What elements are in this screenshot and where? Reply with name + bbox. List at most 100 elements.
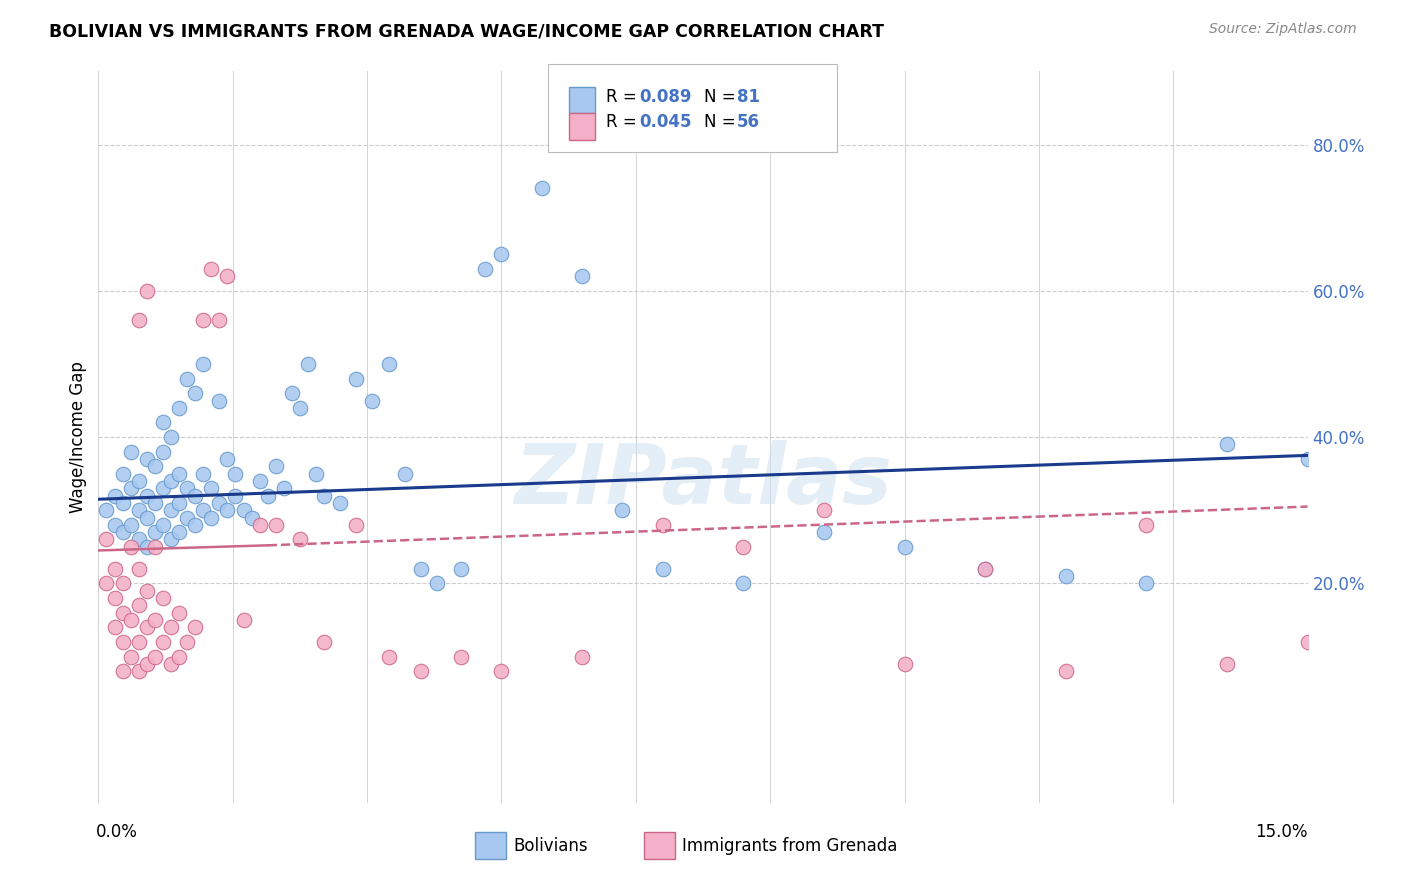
Text: ZIPatlas: ZIPatlas	[515, 441, 891, 522]
Text: N =: N =	[704, 113, 741, 131]
Point	[288, 533, 311, 547]
Point	[612, 503, 634, 517]
Point	[120, 540, 142, 554]
Point	[135, 620, 157, 634]
Point	[377, 649, 399, 664]
Point	[1296, 635, 1319, 649]
Point	[111, 635, 134, 649]
Point	[176, 510, 198, 524]
Point	[305, 467, 328, 481]
Point	[474, 261, 496, 276]
Point	[103, 517, 125, 532]
Point	[160, 657, 183, 671]
Point	[152, 517, 174, 532]
Text: R =: R =	[606, 88, 643, 106]
Point	[111, 606, 134, 620]
Point	[128, 562, 150, 576]
Point	[128, 635, 150, 649]
Point	[120, 613, 142, 627]
Point	[111, 496, 134, 510]
Point	[651, 562, 673, 576]
Point	[450, 562, 472, 576]
Text: Source: ZipAtlas.com: Source: ZipAtlas.com	[1209, 22, 1357, 37]
Point	[184, 489, 207, 503]
Point	[217, 269, 239, 284]
Point	[264, 517, 287, 532]
Point	[103, 562, 125, 576]
Point	[491, 247, 513, 261]
Point	[176, 371, 198, 385]
Point	[120, 481, 142, 495]
Point	[167, 649, 190, 664]
Point	[1135, 576, 1157, 591]
Point	[160, 533, 183, 547]
Point	[361, 393, 384, 408]
Point	[184, 386, 207, 401]
Point	[409, 664, 432, 678]
Point	[152, 591, 174, 605]
Point	[651, 517, 673, 532]
Point	[111, 467, 134, 481]
Point	[377, 357, 399, 371]
Point	[344, 517, 367, 532]
Text: BOLIVIAN VS IMMIGRANTS FROM GRENADA WAGE/INCOME GAP CORRELATION CHART: BOLIVIAN VS IMMIGRANTS FROM GRENADA WAGE…	[49, 22, 884, 40]
Point	[426, 576, 449, 591]
Point	[491, 664, 513, 678]
Point	[217, 452, 239, 467]
Point	[249, 474, 271, 488]
Point	[160, 620, 183, 634]
Point	[1054, 664, 1077, 678]
Point	[143, 525, 166, 540]
Point	[394, 467, 416, 481]
Point	[184, 517, 207, 532]
Text: 0.045: 0.045	[640, 113, 692, 131]
Point	[249, 517, 271, 532]
Point	[96, 576, 118, 591]
Point	[224, 489, 246, 503]
Point	[232, 503, 254, 517]
Point	[135, 452, 157, 467]
Point	[329, 496, 352, 510]
Point	[167, 525, 190, 540]
Point	[193, 467, 215, 481]
Point	[167, 606, 190, 620]
Point	[120, 517, 142, 532]
Point	[344, 371, 367, 385]
Text: N =: N =	[704, 88, 741, 106]
Point	[733, 576, 755, 591]
Point	[193, 313, 215, 327]
Point	[135, 284, 157, 298]
Point	[409, 562, 432, 576]
Point	[152, 481, 174, 495]
Point	[450, 649, 472, 664]
Point	[135, 583, 157, 598]
Point	[193, 357, 215, 371]
Text: 81: 81	[737, 88, 759, 106]
Point	[103, 489, 125, 503]
Point	[193, 503, 215, 517]
Point	[184, 620, 207, 634]
Point	[974, 562, 997, 576]
Point	[120, 649, 142, 664]
Point	[111, 664, 134, 678]
Point	[264, 459, 287, 474]
Point	[152, 635, 174, 649]
Point	[103, 591, 125, 605]
Point	[893, 540, 915, 554]
Point	[160, 474, 183, 488]
Text: 0.0%: 0.0%	[96, 822, 138, 840]
Text: 15.0%: 15.0%	[1256, 822, 1308, 840]
Text: 56: 56	[737, 113, 759, 131]
Point	[128, 533, 150, 547]
Point	[571, 269, 593, 284]
Point	[200, 481, 222, 495]
Point	[208, 393, 231, 408]
Point	[135, 657, 157, 671]
Point	[974, 562, 997, 576]
Y-axis label: Wage/Income Gap: Wage/Income Gap	[69, 361, 87, 513]
Point	[224, 467, 246, 481]
Point	[128, 664, 150, 678]
Point	[160, 430, 183, 444]
Point	[733, 540, 755, 554]
Point	[297, 357, 319, 371]
